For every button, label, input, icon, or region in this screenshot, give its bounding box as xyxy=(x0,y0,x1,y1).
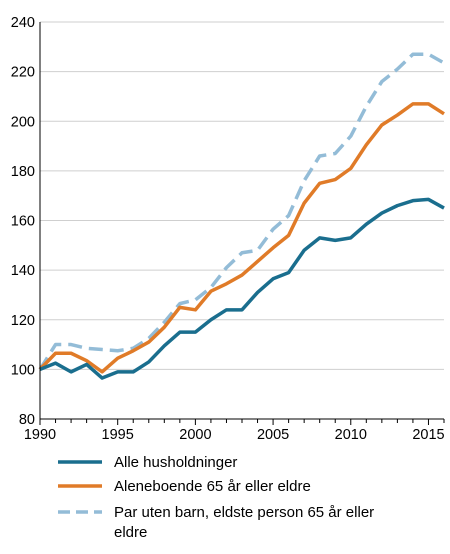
x-tick-label: 2015 xyxy=(412,427,444,443)
legend-label-2: Aleneboende 65 år eller eldre xyxy=(114,478,311,495)
series-line-3 xyxy=(38,52,445,371)
y-tick-label: 100 xyxy=(11,362,35,378)
series-line-1 xyxy=(39,197,445,380)
series-line-2 xyxy=(38,102,445,374)
axes: 80 100 120 140 160 180 200 220 240 1990 1995 2000 20… xyxy=(11,15,445,443)
x-tick-label: 2005 xyxy=(257,427,289,443)
x-tick-label: 2000 xyxy=(179,427,211,443)
legend-label-line: eldre xyxy=(114,524,147,541)
y-tick-label: 80 xyxy=(19,412,35,428)
y-tick-label: 160 xyxy=(11,214,35,230)
y-tick-label: 120 xyxy=(11,313,35,329)
x-tick-label: 1995 xyxy=(102,427,134,443)
y-tick-label: 240 xyxy=(11,15,35,31)
x-tick-label: 1990 xyxy=(24,427,56,443)
legend: Alle husholdninger Aleneboende 65 år elle… xyxy=(58,454,374,541)
series-layer xyxy=(38,52,445,380)
y-tick-label: 220 xyxy=(11,65,35,81)
x-tick-label: 2010 xyxy=(335,427,367,443)
legend-label-1: Alle husholdninger xyxy=(114,454,237,471)
legend-label-3: Par uten barn, eldste person 65 år eller… xyxy=(114,504,374,541)
gridlines xyxy=(40,21,444,370)
y-tick-label: 180 xyxy=(11,164,35,180)
legend-label-line: Par uten barn, eldste person 65 år eller xyxy=(114,504,374,521)
y-tick-label: 140 xyxy=(11,263,35,279)
y-tick-label: 200 xyxy=(11,114,35,130)
